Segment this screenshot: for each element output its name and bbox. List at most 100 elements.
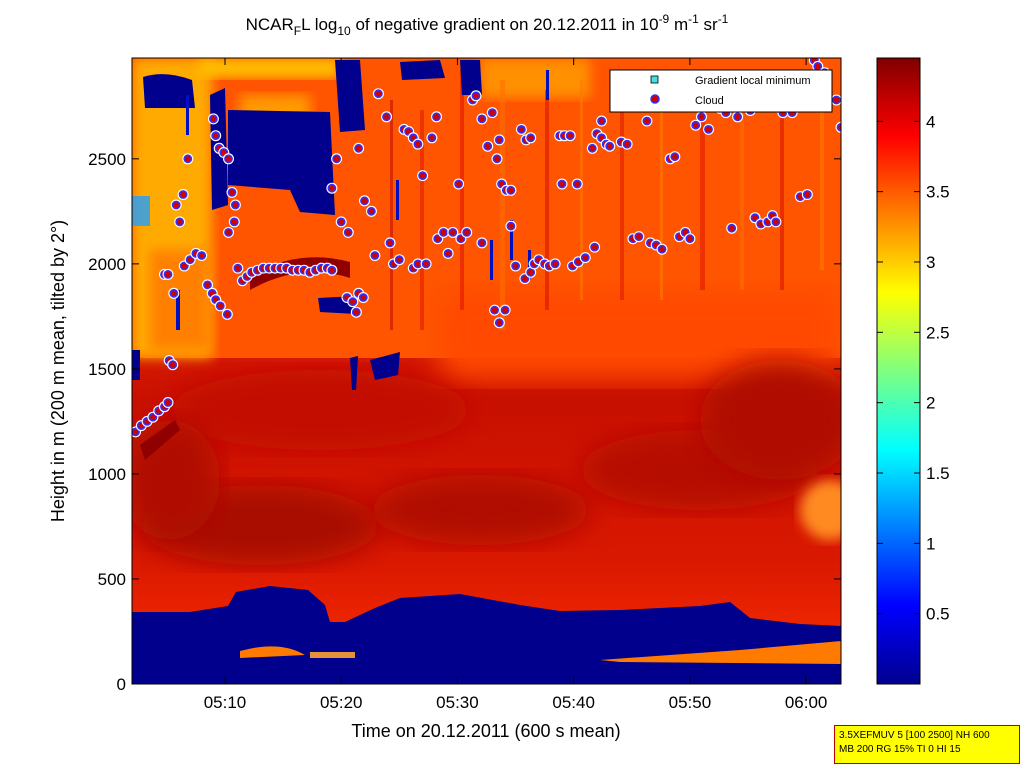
cloud-marker <box>351 307 361 317</box>
cloud-marker <box>358 293 368 302</box>
cloud-marker <box>634 232 644 241</box>
cloud-marker <box>227 187 237 197</box>
cloud-marker <box>418 171 427 180</box>
cloud-marker <box>168 360 178 370</box>
title-exponent-3: -1 <box>718 12 729 26</box>
cloud-marker <box>587 143 597 153</box>
colorbar-tick-label: 3 <box>926 253 935 272</box>
y-tick-label: 2500 <box>88 150 126 169</box>
cloud-marker <box>494 135 504 145</box>
vertical-streaks <box>390 70 824 330</box>
y-tick-label: 500 <box>98 570 126 589</box>
cloud-marker <box>382 112 391 122</box>
cloud-marker <box>183 154 193 164</box>
colorbar-tick-label: 3.5 <box>926 183 950 202</box>
plot-frame <box>131 57 842 685</box>
cloud-marker <box>477 114 487 124</box>
cloud-marker <box>691 120 701 130</box>
cloud-marker <box>448 227 458 237</box>
cloud-marker <box>132 427 140 437</box>
cloud-marker <box>327 265 337 275</box>
cloud-marker <box>704 124 713 134</box>
colorbar: 0.5 1 1.5 2 2.5 3 3.5 4 <box>876 57 950 685</box>
cloud-marker <box>506 185 516 195</box>
cloud-marker <box>590 242 599 252</box>
cloud-marker <box>169 288 179 298</box>
y-tick-label: 2000 <box>88 255 126 274</box>
cloud-marker <box>572 179 582 189</box>
cloud-marker <box>211 131 221 141</box>
cloud-marker <box>454 179 463 189</box>
cloud-marker <box>148 412 158 422</box>
cloud-marker <box>343 227 353 237</box>
y-tick-label: 0 <box>117 675 126 694</box>
cloud-marker <box>580 253 590 262</box>
cloud-marker <box>178 190 188 199</box>
title-prefix-subscript: F <box>294 24 301 38</box>
legend-marker-gradient-minimum <box>650 75 659 84</box>
cloud-marker <box>432 112 441 122</box>
colorbar-tick-label: 1 <box>926 534 935 553</box>
title-log-subscript: 10 <box>337 24 351 38</box>
svg-text:NCARFL log10 of negative gradi: NCARFL log10 of negative gradient on 20.… <box>246 12 729 38</box>
cloud-marker <box>657 244 667 254</box>
cloud-marker <box>224 227 233 237</box>
cloud-marker <box>336 217 346 227</box>
cloud-marker <box>175 217 185 227</box>
colorbar-tick-label: 2 <box>926 394 935 413</box>
cloud-marker <box>670 152 680 162</box>
colorbar-ticks: 0.5 1 1.5 2 2.5 3 3.5 4 <box>877 112 950 624</box>
legend-box <box>609 69 833 113</box>
info-line-2: MB 200 RG 15% TI 0 HI 15 <box>839 744 961 755</box>
cloud-marker <box>492 154 502 164</box>
cloud-marker <box>494 318 504 328</box>
cloud-marker <box>230 200 240 210</box>
x-tick-label: 06:00 <box>785 693 828 712</box>
cloud-marker <box>642 116 652 126</box>
colorbar-tick-label: 0.5 <box>926 605 950 624</box>
cloud-marker <box>171 200 181 210</box>
cloud-marker <box>605 141 615 151</box>
cloud-marker <box>370 251 380 260</box>
cloud-marker <box>185 255 195 265</box>
cloud-marker <box>813 62 823 71</box>
cloud-marker <box>443 248 453 258</box>
cloud-marker <box>526 267 536 277</box>
cloud-marker <box>373 89 383 99</box>
legend-label-cloud: Cloud <box>695 95 724 107</box>
cloud-marker <box>471 91 481 101</box>
cloud-marker <box>477 238 487 248</box>
cloud-marker <box>490 305 499 315</box>
cloud-marker <box>836 122 841 132</box>
title-unit-2: sr <box>699 15 718 34</box>
cloud-marker <box>520 274 530 283</box>
legend: Gradient local minimum Cloud <box>609 69 833 113</box>
info-line-1: 3.5XEFMUV 5 [100 2500] NH 600 <box>839 730 990 741</box>
cloud-marker <box>685 234 695 244</box>
x-axis-ticks: 05:10 05:20 05:30 05:40 05:50 06:00 <box>204 58 828 712</box>
legend-marker-cloud <box>650 94 660 104</box>
cloud-marker <box>500 305 510 315</box>
cloud-marker <box>750 213 760 223</box>
cloud-marker <box>483 141 493 151</box>
cloud-marker <box>832 95 841 105</box>
cloud-marker <box>517 124 526 134</box>
colorbar-gradient <box>876 57 921 685</box>
cloud-marker <box>622 139 632 149</box>
title-text: of negative gradient on 20.12.2011 in 10 <box>351 15 659 34</box>
cloud-marker <box>203 280 212 290</box>
chart-title: NCARFL log10 of negative gradient on 20.… <box>246 12 729 38</box>
cloud-marker <box>550 259 560 269</box>
x-tick-label: 05:40 <box>552 693 595 712</box>
cloud-marker <box>222 309 232 319</box>
colorbar-tick-label: 1.5 <box>926 464 950 483</box>
cloud-marker <box>697 112 706 122</box>
legend-label-gradient-minimum: Gradient local minimum <box>695 75 811 87</box>
cloud-marker <box>348 297 358 307</box>
cloud-marker <box>727 223 737 233</box>
processing-info-box: 3.5XEFMUV 5 [100 2500] NH 600 MB 200 RG … <box>834 725 1020 764</box>
x-tick-label: 05:30 <box>436 693 479 712</box>
cloud-marker <box>197 251 207 260</box>
cloud-marker <box>462 227 472 237</box>
